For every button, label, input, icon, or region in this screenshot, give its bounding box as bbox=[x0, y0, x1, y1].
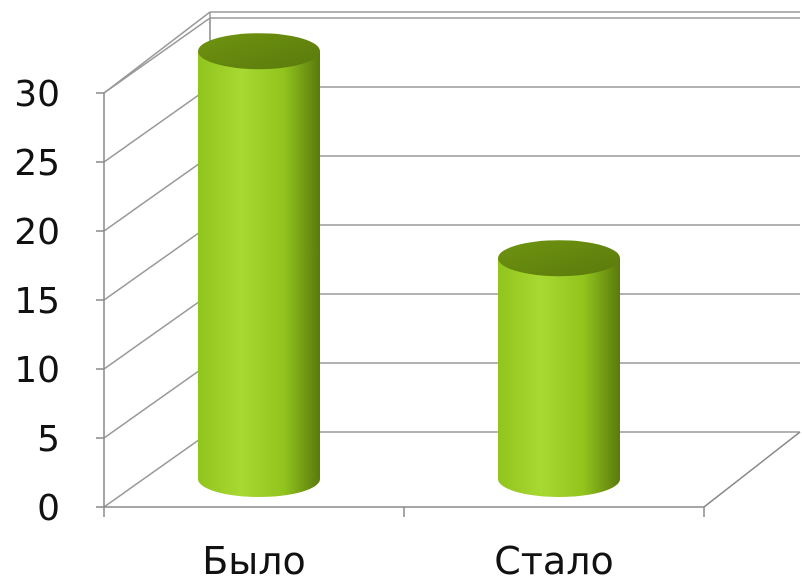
bars-layer bbox=[198, 33, 620, 497]
y-tick-label: 10 bbox=[14, 350, 60, 391]
x-category-label: Стало bbox=[494, 539, 614, 583]
bar bbox=[498, 240, 620, 497]
bar-body bbox=[198, 51, 320, 497]
y-tick-label: 0 bbox=[37, 488, 60, 529]
labels-layer: 0 5 10 15 20 25 30 Было Стало bbox=[14, 74, 614, 583]
side-wall-top bbox=[103, 11, 211, 94]
bar bbox=[198, 33, 320, 497]
bar-top bbox=[498, 240, 620, 277]
x-category-label: Было bbox=[202, 539, 306, 583]
y-tick-label: 5 bbox=[37, 419, 60, 460]
y-tick-label: 25 bbox=[14, 143, 60, 184]
gridline bbox=[103, 17, 800, 94]
y-tick-label: 30 bbox=[14, 74, 60, 115]
bar-top bbox=[198, 33, 320, 70]
floor-right-edge bbox=[703, 431, 801, 508]
y-tick-label: 20 bbox=[14, 212, 60, 253]
axis-layer bbox=[96, 92, 801, 517]
bar-body bbox=[498, 258, 620, 497]
y-tick-label: 15 bbox=[14, 281, 60, 322]
